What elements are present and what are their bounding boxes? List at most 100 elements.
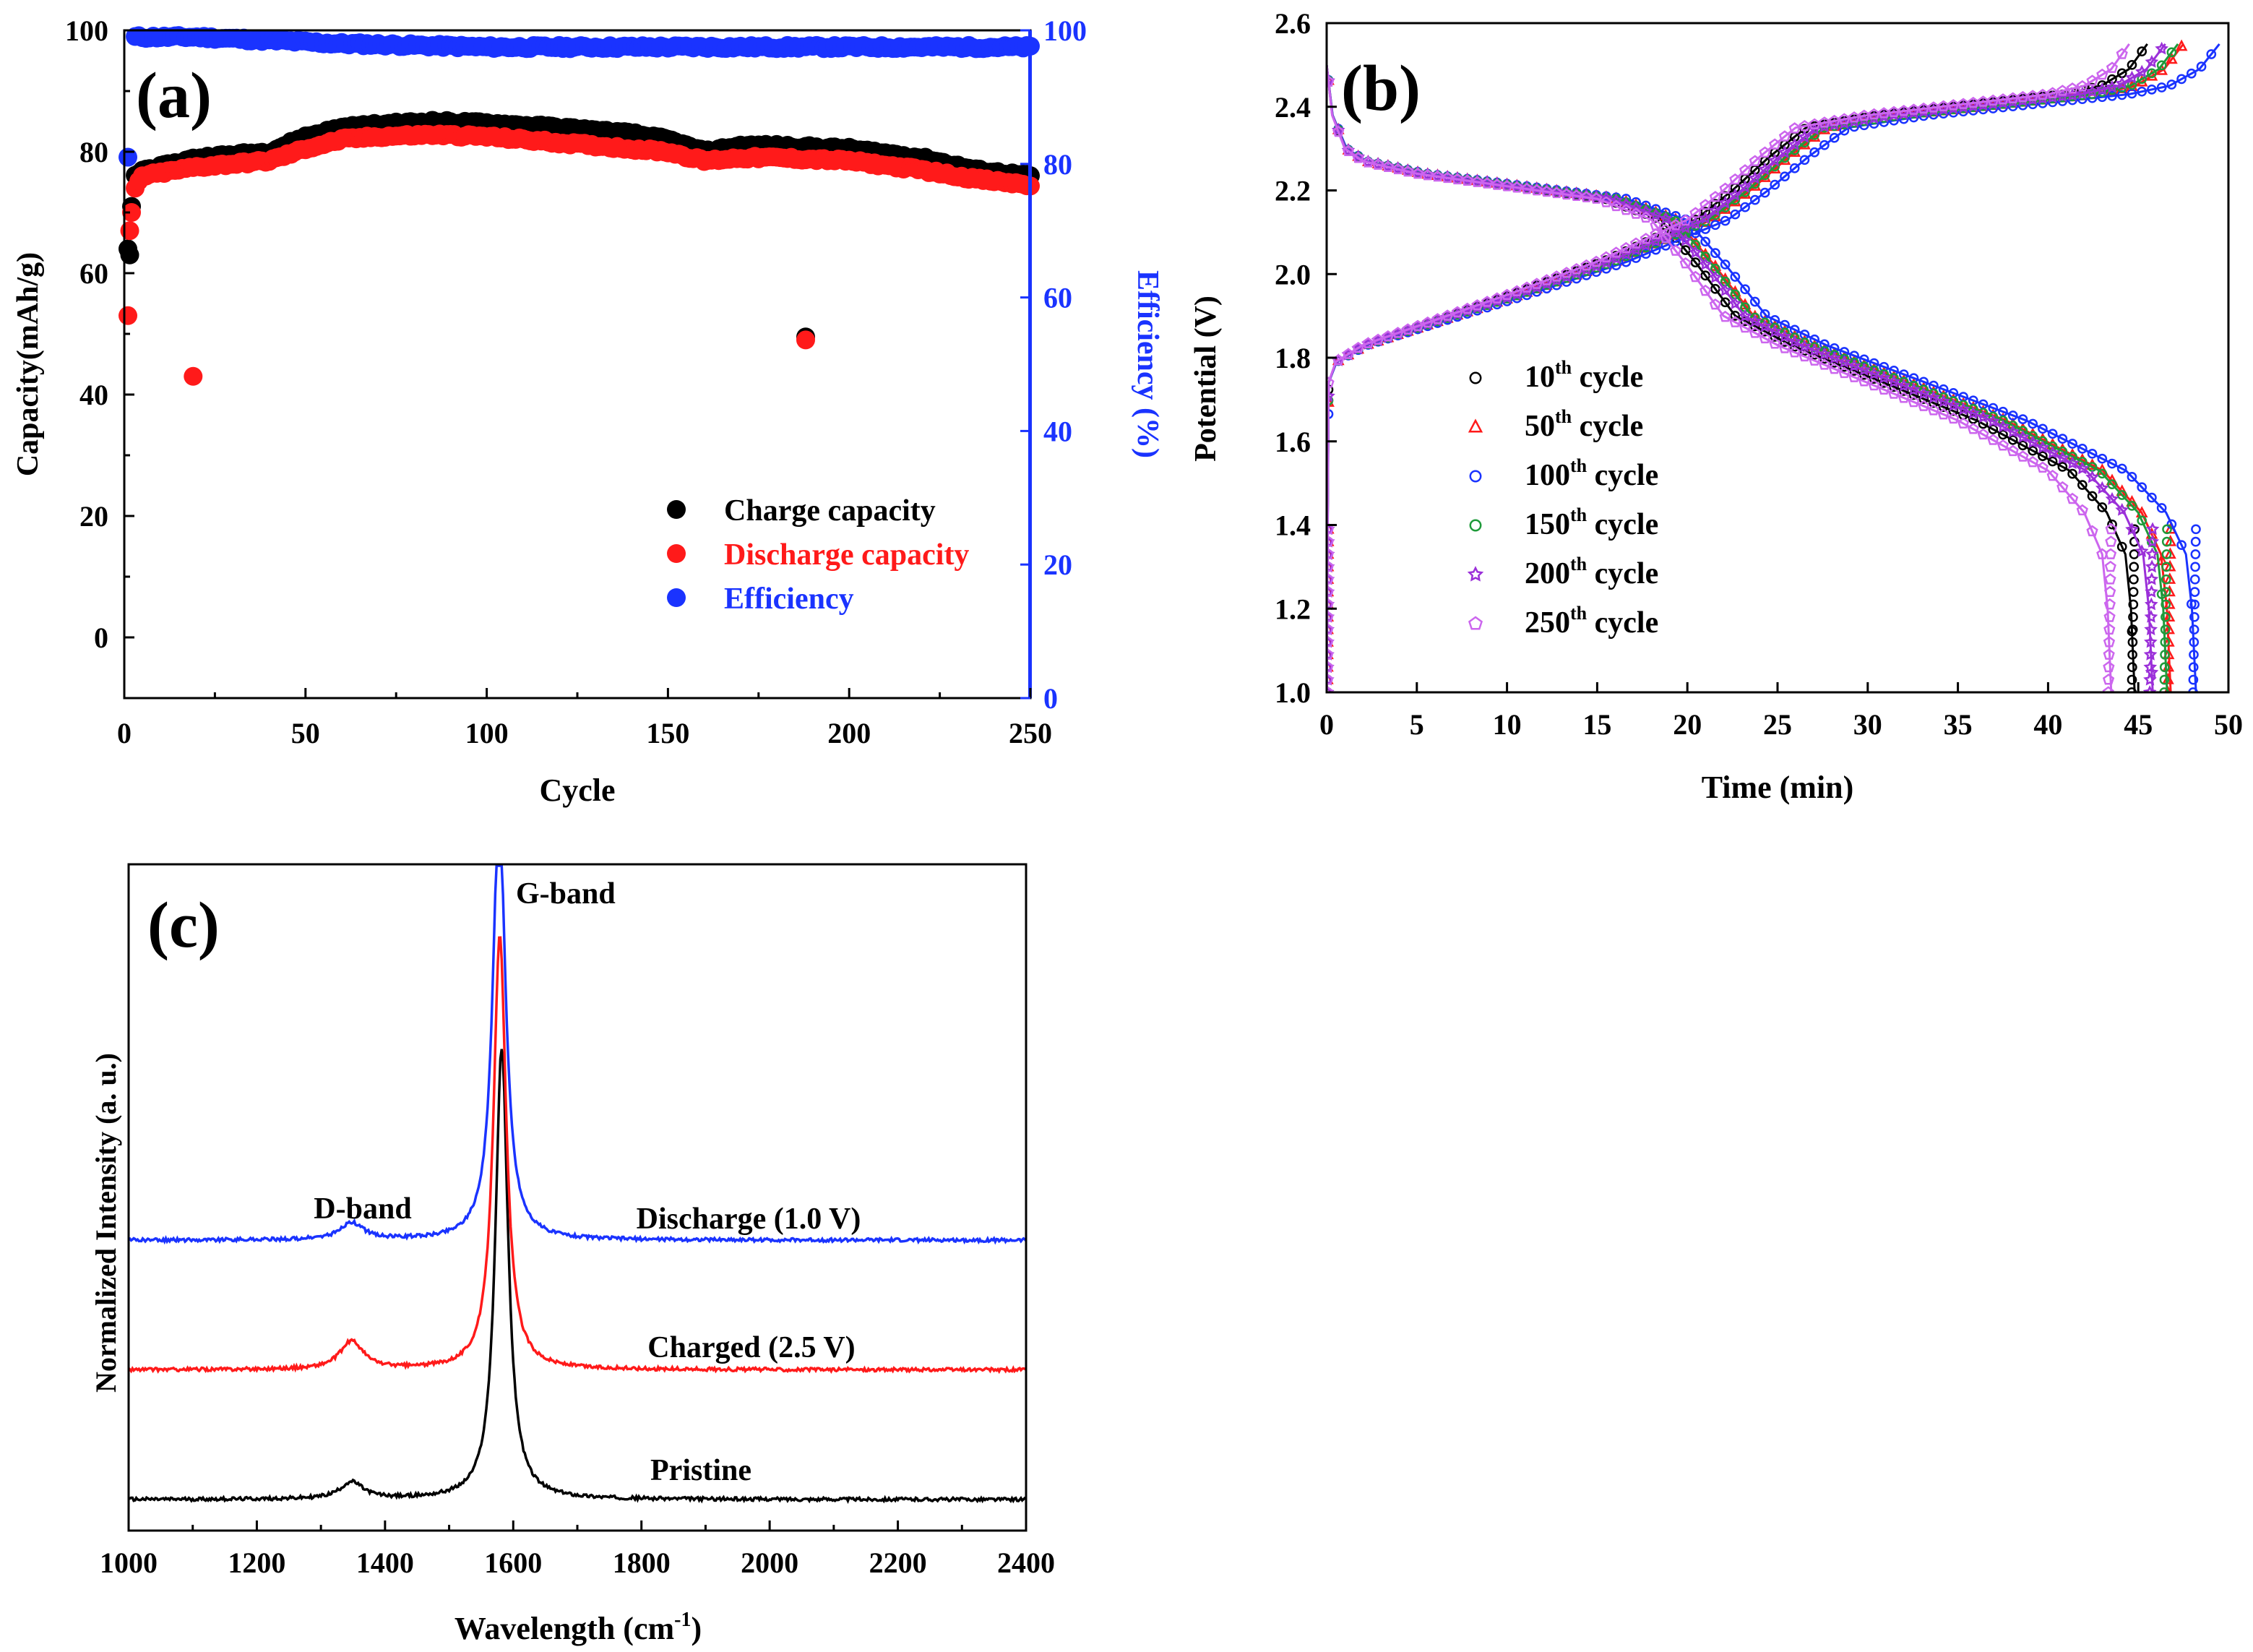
marker-point [1967,96,1979,108]
marker-point [2104,560,2116,572]
marker-point [2103,611,2116,622]
marker-point [1689,207,1702,218]
marker-point [1739,164,1752,176]
panel-c-dband-label: D-band [314,1192,411,1226]
marker-point [1469,470,1482,483]
marker-point [1788,335,1802,348]
marker-point [1728,188,1742,202]
marker-point [2145,55,2159,68]
x-tick-label: 2400 [997,1546,1055,1579]
y-tick-label: 100 [65,14,108,47]
marker-point [1749,327,1761,338]
marker-point [1778,145,1792,158]
marker-point [1511,181,1523,193]
x-tick-label: 5 [1410,708,1424,741]
marker-point [1927,101,1940,113]
charge-line [1327,43,2148,692]
marker-point [1372,333,1384,345]
y2-tick-label: 40 [1043,415,1072,447]
marker-point [1411,319,1424,332]
y-tick-label: 40 [79,379,108,411]
marker-point [2107,519,2117,530]
marker-point [2156,82,2167,93]
marker-point [2116,463,2127,474]
marker-point [1698,257,1713,270]
marker-point [1908,395,1920,408]
marker-point [1817,347,1832,361]
marker-point [2067,468,2077,479]
marker-point [2105,79,2119,93]
marker-point [1739,321,1752,333]
marker-point [2163,572,2176,584]
marker-point [1809,354,1821,366]
marker-point [1710,248,1720,258]
marker-point [1858,109,1870,121]
marker-point [2025,435,2040,449]
marker-point [1748,314,1762,327]
marker-point [1937,394,1950,408]
marker-point [2189,611,2200,622]
marker-point [2127,662,2137,673]
marker-point [1621,257,1632,267]
marker-point [2188,662,2199,673]
marker-point [1718,195,1732,209]
marker-point [1620,241,1632,254]
marker-point [2165,52,2178,64]
marker-point [1327,573,1335,585]
marker-point [1461,174,1473,186]
marker-point [2096,68,2108,80]
marker-point [2056,451,2069,464]
panel-a-y2tick-labels: 0 20 40 60 80 100 [1043,14,1087,715]
marker-point [2127,687,2137,692]
marker-point [2057,462,2068,472]
marker-point [1421,168,1434,181]
marker-point [2102,674,2115,685]
marker-point [1738,179,1752,193]
marker-point [1759,187,1770,198]
marker-point [1551,270,1563,282]
marker-point [2137,515,2148,526]
marker-point [2125,70,2139,84]
y-tick-label: 1.4 [1275,509,1311,542]
marker-point [2145,522,2160,535]
panel-b-xlabel: Time (min) [1702,770,1854,805]
marker-point [2160,637,2171,648]
marker-point [1807,343,1822,356]
panel-c: 1000 1200 1400 1600 1800 2000 2200 2400 (c) Wav… [90,863,1055,1646]
marker-point [2162,524,2172,535]
marker-point [1780,171,1790,182]
marker-point [1362,337,1374,348]
marker-point [1710,199,1720,210]
y-tick-label: 1.2 [1275,593,1311,625]
marker-point [2097,468,2108,479]
marker-point [2144,622,2158,636]
marker-point [2103,661,2115,673]
marker-point [2144,597,2158,611]
marker-point [2206,49,2217,59]
marker-point [2147,85,2157,95]
marker-point [1868,379,1880,391]
marker-point [2017,440,2028,451]
marker-point [2087,448,2098,459]
panel-a-ylabel: Capacity(mAh/g) [12,252,45,476]
marker-point [2086,74,2098,86]
marker-point [1700,284,1712,296]
marker-point [2104,548,2117,559]
marker-point [1748,171,1762,184]
y2-tick-label: 80 [1043,148,1072,181]
legend-marker-efficiency [667,588,686,607]
panel-c-xlabel-sup: -1 [674,1609,691,1631]
marker-point [1327,522,1335,535]
marker-point [2196,61,2207,72]
marker-point [1649,233,1663,247]
marker-point [1809,147,1820,158]
x-tick-label: 0 [1319,708,1334,741]
marker-point [1700,199,1712,210]
y-tick-label: 0 [94,621,108,654]
marker-point [2007,434,2018,445]
marker-point [1451,306,1464,317]
x-tick-label: 35 [1944,708,1973,741]
marker-point [1382,330,1394,342]
marker-point [2036,461,2049,473]
marker-point [2106,61,2119,73]
